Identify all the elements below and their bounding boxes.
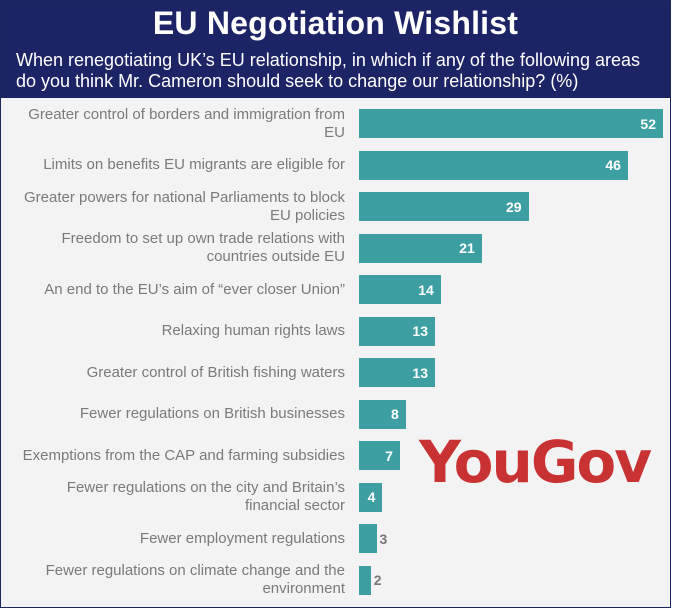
- value-label: 29: [505, 198, 522, 215]
- value-label: 52: [640, 115, 656, 132]
- bar: [359, 192, 529, 221]
- category-label: Fewer regulations on climate change and …: [45, 562, 345, 597]
- bar: [359, 316, 435, 346]
- category-label: Exemptions from the CAP and farming subs…: [22, 446, 345, 464]
- category-label: Greater control of borders and immigrati…: [28, 105, 345, 141]
- bar: [359, 233, 482, 263]
- bar-chart: Greater control of borders and immigrati…: [1, 98, 670, 609]
- bar: [359, 109, 663, 138]
- category-label: Greater control of British fishing water…: [86, 363, 345, 381]
- category-label: Greater powers for national Parliaments …: [24, 188, 345, 224]
- value-label: 14: [418, 281, 434, 298]
- category-label: Relaxing human rights laws: [161, 322, 345, 339]
- header: EU Negotiation Wishlist When renegotiati…: [1, 1, 670, 98]
- bar: [359, 565, 371, 595]
- chart-subtitle: When renegotiating UK’s EU relationship,…: [16, 50, 641, 91]
- category-label: Fewer regulations on the city and Britai…: [66, 479, 345, 514]
- category-label: Fewer employment regulations: [139, 529, 345, 547]
- value-label: 3: [379, 530, 388, 547]
- bar: [359, 441, 400, 470]
- value-label: 7: [385, 447, 393, 464]
- value-label: 2: [373, 572, 382, 588]
- yougov-logo: YouGov: [419, 428, 652, 496]
- chart-title: EU Negotiation Wishlist: [152, 5, 519, 41]
- category-label: Fewer regulations on British businesses: [79, 405, 345, 422]
- bar: [359, 150, 628, 180]
- value-label: 8: [390, 406, 399, 422]
- bar: [359, 358, 435, 387]
- category-label: Limits on benefits EU migrants are eligi…: [43, 156, 345, 173]
- bar: [359, 482, 383, 512]
- value-label: 46: [605, 157, 621, 173]
- value-label: 4: [367, 489, 376, 505]
- value-label: 21: [459, 240, 475, 256]
- bar: [359, 275, 441, 304]
- category-label: Freedom to set up own trade relations wi…: [61, 230, 345, 265]
- bar: [359, 524, 377, 553]
- value-label: 13: [412, 364, 428, 381]
- category-label: An end to the EU’s aim of “ever closer U…: [44, 280, 345, 298]
- value-label: 13: [412, 323, 428, 339]
- bar: [359, 399, 406, 429]
